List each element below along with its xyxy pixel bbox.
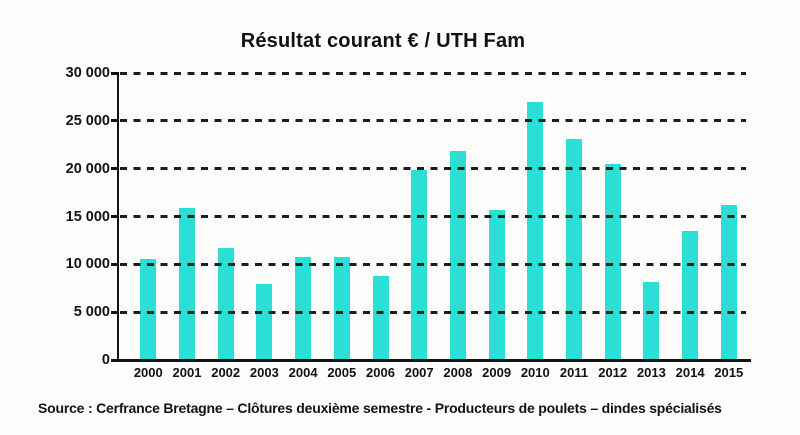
y-axis-tick-mark [111,71,117,75]
gridline-5000 [120,310,746,314]
bar-2014 [682,230,699,360]
y-axis-tick-label-15000: 15 000 [65,208,110,225]
x-axis-line [115,359,751,362]
x-axis-tick-label-2015: 2015 [714,365,744,380]
y-axis-tick-label-20000: 20 000 [65,160,110,177]
y-axis-tick-mark [111,310,117,314]
bar-2008 [449,151,466,360]
bar-2000 [140,258,157,360]
y-axis-tick-label-25000: 25 000 [65,112,110,129]
y-axis-tick-label-30000: 30 000 [65,65,110,81]
x-axis-tick-label-2007: 2007 [404,365,434,380]
gridline-20000 [120,167,746,171]
y-axis-tick-mark [111,119,117,123]
bar-2005 [333,256,350,360]
x-axis-tick-label-2004: 2004 [288,365,318,380]
x-axis-tick-label-2014: 2014 [675,365,705,380]
chart-title: Résultat courant € / UTH Fam [240,30,526,52]
bar-2006 [372,275,389,360]
x-axis-tick-label-2010: 2010 [520,365,550,380]
y-axis-tick-mark [111,262,117,266]
x-axis-tick-label-2005: 2005 [327,365,357,380]
bar-2004 [295,256,312,360]
bar-2002 [217,248,234,360]
y-axis-tick-mark [111,358,117,362]
gridline-10000 [120,262,746,266]
bar-2015 [720,205,737,360]
source-note: Source : Cerfrance Bretagne – Clôtures d… [38,400,722,416]
y-axis-tick-mark [111,215,117,218]
x-axis-tick-label-2011: 2011 [559,365,589,380]
x-axis-tick-label-2012: 2012 [598,365,628,380]
x-axis-tick-label-2006: 2006 [366,365,395,380]
x-axis-tick-label-2003: 2003 [249,365,279,380]
x-axis-tick-label-2013: 2013 [636,365,666,380]
y-axis-tick-label-10000: 10 000 [65,256,110,273]
bar-2009 [488,209,505,360]
y-axis-tick-label-0: 0 [101,352,110,368]
x-axis-tick-label-2009: 2009 [482,365,512,380]
y-axis-tick-mark [111,167,117,171]
bar-2011 [566,139,582,360]
gridline-15000 [120,215,746,218]
y-axis-tick-label-5000: 5 000 [73,304,110,321]
x-axis-tick-label-2001: 2001 [172,365,202,380]
x-axis-tick-label-2002: 2002 [211,365,241,380]
x-axis-tick-label-2000: 2000 [133,365,163,380]
bar-2010 [527,101,544,360]
bar-2001 [179,207,195,360]
bar-2003 [256,284,273,360]
gridline-30000 [120,71,746,75]
bar-2013 [643,281,660,360]
gridline-25000 [120,119,746,123]
y-axis-line [117,72,119,361]
x-axis-tick-label-2008: 2008 [443,365,473,380]
